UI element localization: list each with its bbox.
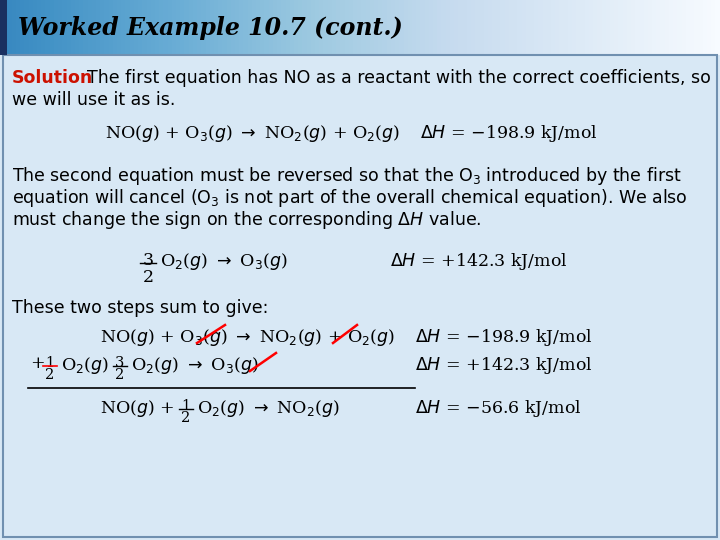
Text: 3: 3 bbox=[143, 252, 153, 269]
Text: O$_2$($\it{g}$): O$_2$($\it{g}$) bbox=[61, 355, 109, 376]
Text: O$_2$($\it{g}$) $\rightarrow$ O$_3$($\it{g}$): O$_2$($\it{g}$) $\rightarrow$ O$_3$($\it… bbox=[131, 355, 258, 376]
Text: $\Delta\it{H}$ = +142.3 kJ/mol: $\Delta\it{H}$ = +142.3 kJ/mol bbox=[415, 355, 593, 376]
Text: $\Delta\it{H}$ = $-$56.6 kJ/mol: $\Delta\it{H}$ = $-$56.6 kJ/mol bbox=[415, 398, 582, 419]
Text: Worked Example 10.7 (cont.): Worked Example 10.7 (cont.) bbox=[18, 16, 402, 39]
Text: These two steps sum to give:: These two steps sum to give: bbox=[12, 299, 269, 317]
Text: The second equation must be reversed so that the O$_3$ introduced by the first: The second equation must be reversed so … bbox=[12, 165, 682, 187]
Bar bbox=[3, 55, 717, 537]
Text: NO($\it{g}$) + O$_3$($\it{g}$) $\rightarrow$ NO$_2$($\it{g}$) + O$_2$($\it{g}$): NO($\it{g}$) + O$_3$($\it{g}$) $\rightar… bbox=[105, 123, 400, 144]
Text: we will use it as is.: we will use it as is. bbox=[12, 91, 176, 109]
Text: $\Delta\it{H}$ = $-$198.9 kJ/mol: $\Delta\it{H}$ = $-$198.9 kJ/mol bbox=[415, 327, 593, 348]
Bar bbox=[0, 0, 7, 55]
Text: The first equation has NO as a reactant with the correct coefficients, so: The first equation has NO as a reactant … bbox=[76, 69, 711, 87]
Text: $\Delta\it{H}$ = $-$198.9 kJ/mol: $\Delta\it{H}$ = $-$198.9 kJ/mol bbox=[420, 123, 598, 144]
Text: NO($\it{g}$) +: NO($\it{g}$) + bbox=[100, 398, 174, 419]
Bar bbox=[0, 55, 720, 540]
Text: Solution: Solution bbox=[12, 69, 94, 87]
Text: $\Delta\it{H}$ = +142.3 kJ/mol: $\Delta\it{H}$ = +142.3 kJ/mol bbox=[390, 251, 567, 272]
Text: +: + bbox=[30, 355, 45, 372]
Text: 2: 2 bbox=[115, 368, 125, 382]
Text: O$_2$($\it{g}$) $\rightarrow$ O$_3$($\it{g}$): O$_2$($\it{g}$) $\rightarrow$ O$_3$($\it… bbox=[160, 251, 287, 272]
Text: 2: 2 bbox=[181, 411, 191, 425]
Text: 2: 2 bbox=[45, 368, 55, 382]
Text: equation will cancel (O$_3$ is not part of the overall chemical equation). We al: equation will cancel (O$_3$ is not part … bbox=[12, 187, 688, 209]
Text: 1: 1 bbox=[45, 356, 55, 370]
Text: 2: 2 bbox=[143, 269, 153, 286]
Text: 1: 1 bbox=[181, 399, 191, 413]
Text: NO($\it{g}$) + O$_3$($\it{g}$) $\rightarrow$ NO$_2$($\it{g}$) + O$_2$($\it{g}$): NO($\it{g}$) + O$_3$($\it{g}$) $\rightar… bbox=[100, 327, 395, 348]
Text: 3: 3 bbox=[115, 356, 125, 370]
Text: O$_2$($\it{g}$) $\rightarrow$ NO$_2$($\it{g}$): O$_2$($\it{g}$) $\rightarrow$ NO$_2$($\i… bbox=[197, 398, 340, 419]
Text: must change the sign on the corresponding $\Delta\it{H}$ value.: must change the sign on the correspondin… bbox=[12, 209, 482, 231]
